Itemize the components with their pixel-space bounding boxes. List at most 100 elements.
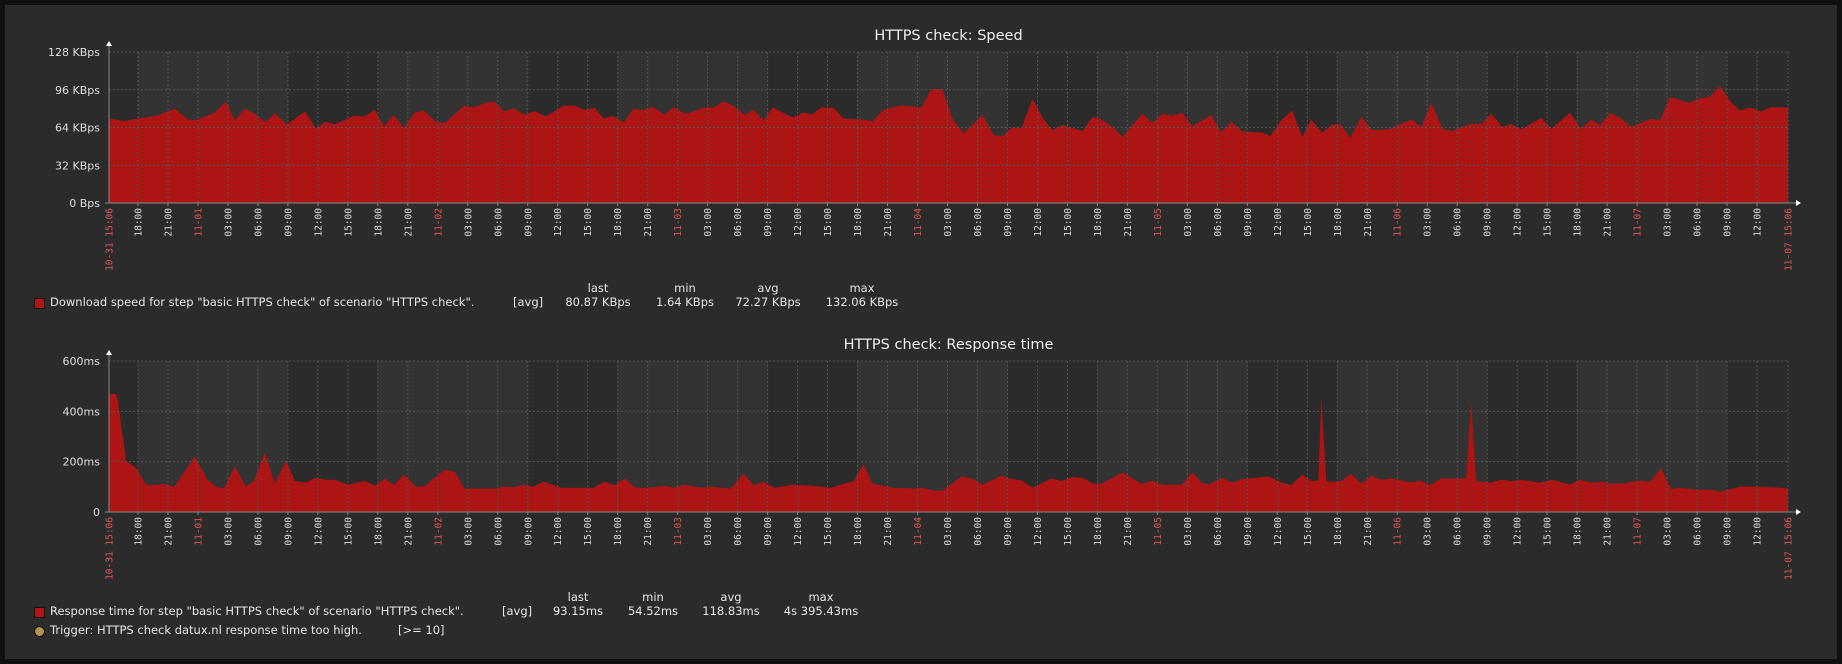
x-tick-label: 09:00	[1723, 208, 1734, 237]
y-tick-label: 200ms	[63, 456, 101, 469]
x-tick-label: 09:00	[1003, 517, 1014, 546]
x-tick-label: 12:00	[1513, 208, 1524, 237]
stat-avg: 72.27 KBps	[735, 295, 801, 309]
x-tick-label: 09:00	[1243, 517, 1254, 546]
x-date-label: 11-03	[673, 208, 684, 237]
x-tick-label: 09:00	[1483, 208, 1494, 237]
x-tick-label: 03:00	[1423, 517, 1434, 546]
x-tick-label: 18:00	[1573, 517, 1584, 546]
x-tick-label: 09:00	[283, 517, 294, 546]
x-tick-label: 18:00	[133, 517, 144, 546]
x-date-label: 11-02	[433, 517, 444, 546]
x-range-label: 11-07 15:06	[1784, 208, 1795, 271]
x-tick-label: 12:00	[1273, 517, 1284, 546]
x-tick-label: 12:00	[793, 208, 804, 237]
stat-last: 93.15ms	[552, 604, 604, 618]
x-tick-label: 06:00	[493, 517, 504, 546]
x-tick-label: 12:00	[313, 208, 324, 237]
x-axis-arrow-icon	[1796, 200, 1801, 206]
x-tick-label: 18:00	[133, 208, 144, 237]
x-tick-label: 21:00	[163, 517, 174, 546]
x-tick-label: 06:00	[733, 517, 744, 546]
y-tick-label: 128 KBps	[48, 46, 100, 59]
x-tick-label: 09:00	[1723, 517, 1734, 546]
x-tick-label: 12:00	[1753, 208, 1764, 237]
legend-header-last: last	[567, 590, 589, 604]
y-tick-label: 64 KBps	[55, 122, 100, 135]
x-tick-label: 12:00	[1273, 208, 1284, 237]
x-tick-label: 15:00	[1303, 517, 1314, 546]
x-tick-label: 09:00	[523, 208, 534, 237]
y-axis-arrow-icon	[106, 350, 112, 355]
x-tick-label: 15:00	[1063, 517, 1074, 546]
trigger-condition: [>= 10]	[398, 623, 445, 637]
x-tick-label: 12:00	[1513, 517, 1524, 546]
x-date-label: 11-04	[913, 208, 924, 237]
x-tick-label: 09:00	[283, 208, 294, 237]
legend-header-min: min	[674, 281, 696, 295]
x-date-label: 11-03	[673, 517, 684, 546]
x-tick-label: 06:00	[973, 208, 984, 237]
x-tick-label: 03:00	[1183, 517, 1194, 546]
legend-header-avg: avg	[757, 281, 779, 295]
x-tick-label: 12:00	[793, 517, 804, 546]
x-date-label: 11-04	[913, 517, 924, 546]
x-tick-label: 21:00	[1123, 208, 1134, 237]
x-tick-label: 21:00	[1603, 517, 1614, 546]
x-tick-label: 15:00	[343, 208, 354, 237]
x-tick-label: 06:00	[1213, 208, 1224, 237]
x-tick-label: 03:00	[463, 517, 474, 546]
y-tick-label: 400ms	[63, 405, 101, 418]
stat-max: 132.06 KBps	[825, 295, 899, 309]
x-tick-label: 03:00	[943, 517, 954, 546]
series-area[interactable]	[109, 85, 1788, 203]
x-tick-label: 21:00	[883, 208, 894, 237]
series-function: [avg]	[513, 295, 544, 309]
x-tick-label: 12:00	[313, 517, 324, 546]
x-tick-label: 06:00	[1213, 517, 1224, 546]
legend-header-max: max	[849, 281, 875, 295]
legend-header-max: max	[808, 590, 834, 604]
stat-min: 54.52ms	[627, 604, 679, 618]
x-tick-label: 21:00	[1603, 208, 1614, 237]
x-tick-label: 21:00	[1123, 517, 1134, 546]
x-date-label: 11-05	[1153, 208, 1164, 237]
x-tick-label: 18:00	[613, 517, 624, 546]
x-tick-label: 03:00	[463, 208, 474, 237]
y-tick-label: 600ms	[63, 355, 101, 368]
x-tick-label: 21:00	[1363, 517, 1374, 546]
x-axis-arrow-icon	[1796, 509, 1801, 515]
x-tick-label: 21:00	[1363, 208, 1374, 237]
x-tick-label: 18:00	[853, 208, 864, 237]
trigger-icon	[34, 626, 45, 637]
x-tick-label: 12:00	[1033, 517, 1044, 546]
series-name: Response time for step "basic HTTPS chec…	[50, 604, 464, 618]
x-tick-label: 12:00	[1033, 208, 1044, 237]
series-area[interactable]	[109, 394, 1788, 512]
x-tick-label: 06:00	[1453, 517, 1464, 546]
x-tick-label: 06:00	[253, 517, 264, 546]
legend-header-min: min	[642, 590, 664, 604]
x-date-label: 11-02	[433, 208, 444, 237]
x-date-label: 11-07	[1633, 208, 1644, 237]
x-tick-label: 18:00	[1333, 208, 1344, 237]
stat-last: 80.87 KBps	[565, 295, 631, 309]
x-tick-label: 15:00	[1543, 208, 1554, 237]
x-tick-label: 15:00	[1543, 517, 1554, 546]
x-tick-label: 03:00	[1423, 208, 1434, 237]
legend-header-last: last	[587, 281, 609, 295]
x-tick-label: 18:00	[1573, 208, 1584, 237]
x-tick-label: 06:00	[1693, 208, 1704, 237]
x-tick-label: 09:00	[1003, 208, 1014, 237]
x-tick-label: 12:00	[1753, 517, 1764, 546]
graph-title: HTTPS check: Speed	[874, 28, 1022, 44]
speed-graph[interactable]: HTTPS check: Speed 0 Bps 32 KBps 64 KBps 96 …	[0, 0, 1842, 330]
x-tick-label: 09:00	[1243, 208, 1254, 237]
x-tick-label: 15:00	[1063, 208, 1074, 237]
x-date-label: 11-06	[1393, 517, 1404, 546]
x-tick-label: 15:00	[1303, 208, 1314, 237]
x-tick-label: 03:00	[703, 208, 714, 237]
x-tick-label: 09:00	[523, 517, 534, 546]
x-tick-label: 21:00	[883, 517, 894, 546]
